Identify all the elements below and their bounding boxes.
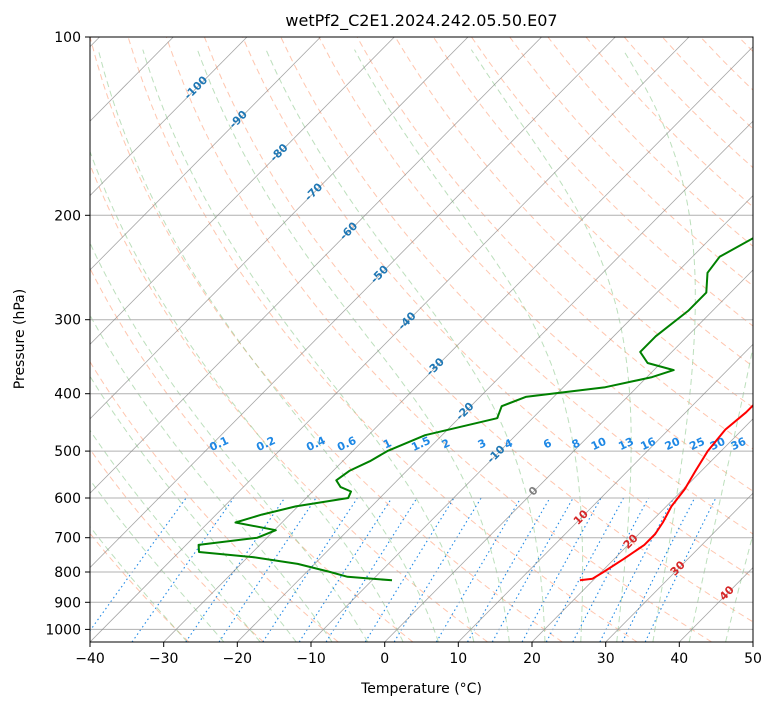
- x-axis-label: Temperature (°C): [360, 681, 482, 697]
- dry-adiabats: [90, 37, 753, 642]
- x-tick-label: −40: [75, 651, 105, 667]
- mixing-ratio-label: 30: [708, 435, 728, 453]
- pressure-gridlines: [90, 37, 753, 630]
- x-tick-label: 30: [597, 651, 615, 667]
- dry-adiabat: [318, 37, 753, 492]
- moist-adiabat: [90, 429, 261, 642]
- y-axis: 100 200 300 400 500 600 700 800 900 1000: [45, 30, 90, 638]
- mixing-ratio-line: [262, 497, 358, 642]
- moist-adiabat: [90, 314, 333, 642]
- isotherm: [531, 418, 753, 642]
- plot-frame: [89, 36, 754, 643]
- x-tick-label: 0: [380, 651, 389, 667]
- moist-adiabat: [90, 479, 225, 642]
- mixing-ratio-line: [393, 497, 482, 642]
- mixing-ratio-line: [467, 497, 551, 642]
- x-tick-label: −30: [149, 651, 179, 667]
- isotherm: [90, 37, 690, 642]
- mixing-ratio-line: [90, 497, 187, 632]
- dry-adiabat: [90, 448, 264, 642]
- x-tick-label: 20: [523, 651, 541, 667]
- dry-adiabat: [90, 267, 414, 642]
- x-tick-label: 50: [744, 651, 762, 667]
- moist-adiabat: [265, 49, 546, 642]
- mixing-ratio-line: [644, 497, 717, 642]
- dry-adiabat: [356, 37, 753, 450]
- dry-adiabat: [127, 37, 638, 642]
- moist-adiabat: [688, 344, 753, 642]
- moist-adiabat: [90, 375, 297, 642]
- mixing-ratio-line: [435, 497, 522, 642]
- y-tick-label: 900: [54, 595, 81, 611]
- plot-area: 0.1 0.2 0.4 0.6 1 1.5 2 3 4 6 8 10 13 16 20 25 30 36-100-…: [90, 37, 753, 642]
- mixing-ratio-label: 10: [589, 435, 609, 453]
- mixing-ratio-line: [325, 497, 418, 642]
- isotherm: [90, 37, 469, 420]
- mixing-ratio-label: 36: [729, 435, 749, 453]
- mixing-ratio-label: 13: [616, 435, 635, 453]
- moist-adiabat: [622, 49, 696, 642]
- moist-adiabat: [90, 241, 369, 642]
- dry-adiabat: [90, 37, 563, 642]
- mixing-ratio-line: [185, 497, 286, 642]
- moist-adiabat: [725, 532, 753, 642]
- moist-adiabat: [97, 49, 439, 642]
- moist-adiabat: [470, 49, 632, 642]
- moist-adiabat: [354, 49, 584, 642]
- y-tick-label: 100: [54, 30, 81, 46]
- mixing-ratio-line: [364, 497, 455, 642]
- y-tick-label: 300: [54, 313, 81, 329]
- x-tick-label: 10: [449, 651, 467, 667]
- mixing-ratio-lines: [90, 497, 717, 642]
- isotherms: [90, 37, 753, 642]
- isotherm: [163, 46, 753, 642]
- dewpoint-profile: [197, 237, 753, 582]
- isotherm: [90, 37, 321, 271]
- y-tick-label: 200: [54, 208, 81, 224]
- dry-adiabat: [509, 37, 753, 287]
- isotherm: [90, 37, 616, 569]
- mixing-ratio-line: [621, 497, 696, 642]
- isotherm: [90, 37, 248, 197]
- moist-adiabat: [90, 150, 404, 642]
- y-tick-label: 800: [54, 565, 81, 581]
- x-tick-label: −10: [296, 651, 326, 667]
- moist-adiabat: [196, 49, 510, 642]
- x-tick-label: −20: [223, 651, 253, 667]
- isotherm: [384, 269, 753, 642]
- x-tick-label: 40: [670, 651, 688, 667]
- y-tick-label: 400: [54, 387, 81, 403]
- isotherm: [90, 37, 542, 494]
- isotherm: [310, 195, 753, 642]
- mixing-ratio-line: [298, 497, 393, 642]
- isotherm: [237, 120, 753, 642]
- mixing-ratio-label: 16: [639, 435, 659, 453]
- moist-adiabat: [90, 525, 188, 642]
- dry-adiabat: [432, 37, 753, 368]
- dry-adiabat: [165, 37, 712, 642]
- dry-adiabat: [242, 37, 753, 579]
- y-tick-label: 1000: [45, 622, 81, 638]
- mixing-ratio-label: 25: [687, 435, 706, 453]
- isotherm: [90, 37, 395, 345]
- isotherm: [605, 492, 753, 642]
- isotherm: [458, 343, 753, 642]
- dry-adiabat: [203, 37, 753, 623]
- dry-adiabat: [394, 37, 753, 409]
- x-axis: −40 −30 −20 −10 0 10 20 30 40 50: [75, 642, 762, 667]
- dry-adiabat: [471, 37, 753, 327]
- temperature-profile: [579, 403, 753, 582]
- y-axis-label: Pressure (hPa): [12, 289, 28, 389]
- mixing-ratio-label: 20: [663, 435, 683, 453]
- mixing-ratio-line: [131, 497, 235, 642]
- y-tick-label: 600: [54, 491, 81, 507]
- y-tick-label: 700: [54, 531, 81, 547]
- profiles: [197, 237, 753, 582]
- chart-title: wetPf2_C2E1.2024.242.05.50.E07: [285, 11, 557, 31]
- moist-adiabat: [142, 49, 475, 642]
- mixing-ratio-line: [218, 497, 317, 642]
- moist-adiabats: [90, 49, 753, 642]
- y-tick-label: 500: [54, 444, 81, 460]
